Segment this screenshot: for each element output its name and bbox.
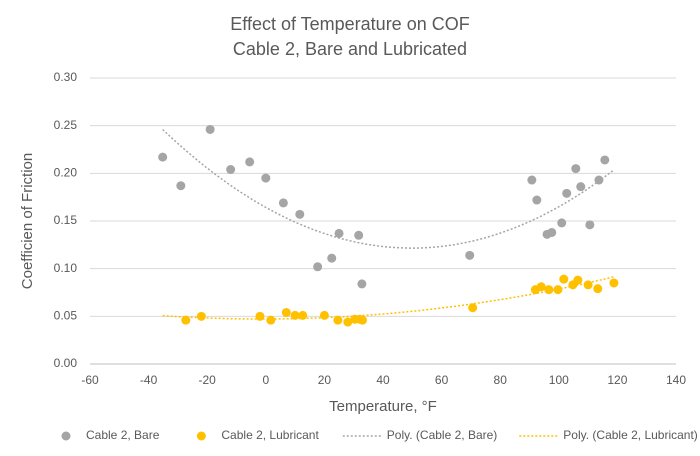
point xyxy=(354,230,364,240)
point xyxy=(343,317,353,327)
point xyxy=(532,195,542,205)
point xyxy=(245,157,255,167)
point xyxy=(266,315,276,325)
point xyxy=(334,228,344,238)
point xyxy=(559,274,569,284)
point xyxy=(327,253,337,263)
legend-label: Cable 2, Lubricant xyxy=(221,428,319,442)
x-tick-label: 140 xyxy=(666,373,686,387)
y-tick-label: 0.00 xyxy=(54,356,78,370)
point xyxy=(290,310,300,320)
point xyxy=(357,315,367,325)
point xyxy=(600,155,610,165)
x-tick-label: 120 xyxy=(607,373,627,387)
point xyxy=(181,315,191,325)
y-tick-label: 0.30 xyxy=(54,70,78,84)
x-tick-label: 80 xyxy=(494,373,508,387)
point xyxy=(205,124,215,134)
point xyxy=(544,285,554,295)
point xyxy=(278,198,288,208)
legend-label: Poly. (Cable 2, Bare) xyxy=(387,428,498,442)
point xyxy=(553,285,563,295)
chart-subtitle: Cable 2, Bare and Lubricated xyxy=(233,39,467,59)
x-tick-label: 20 xyxy=(318,373,332,387)
x-tick-label: 100 xyxy=(549,373,569,387)
point xyxy=(298,310,308,320)
x-tick-label: 40 xyxy=(376,373,390,387)
legend-marker xyxy=(196,431,206,441)
chart-title: Effect of Temperature on COF xyxy=(230,14,469,34)
x-tick-label: -60 xyxy=(81,373,99,387)
point xyxy=(357,279,367,289)
point xyxy=(583,280,593,290)
y-tick-label: 0.15 xyxy=(54,213,78,227)
point xyxy=(576,182,586,192)
point xyxy=(465,250,475,260)
point xyxy=(593,284,603,294)
point xyxy=(585,220,595,230)
legend-label: Cable 2, Bare xyxy=(86,428,160,442)
point xyxy=(573,275,583,285)
point xyxy=(313,262,323,272)
point xyxy=(557,218,567,228)
point xyxy=(609,278,619,288)
legend-label: Poly. (Cable 2, Lubricant) xyxy=(563,428,698,442)
point xyxy=(319,310,329,320)
x-tick-label: -40 xyxy=(140,373,158,387)
point xyxy=(468,303,478,313)
trendline xyxy=(162,128,615,249)
point xyxy=(594,175,604,185)
trendline xyxy=(162,276,615,320)
y-tick-label: 0.05 xyxy=(54,309,78,323)
point xyxy=(536,282,546,292)
legend-marker xyxy=(61,431,71,441)
point xyxy=(547,227,557,237)
point xyxy=(562,188,572,198)
x-axis-title: Temperature, °F xyxy=(329,398,437,415)
x-tick-label: 60 xyxy=(435,373,449,387)
y-tick-label: 0.10 xyxy=(54,261,78,275)
y-tick-label: 0.20 xyxy=(54,166,78,180)
point xyxy=(261,173,271,183)
point xyxy=(196,311,206,321)
point xyxy=(176,181,186,191)
x-tick-label: 0 xyxy=(262,373,269,387)
point xyxy=(295,209,305,219)
point xyxy=(281,308,291,318)
point xyxy=(527,175,537,185)
point xyxy=(255,311,265,321)
y-tick-label: 0.25 xyxy=(54,118,78,132)
x-tick-label: -20 xyxy=(199,373,217,387)
y-axis-title: Coefficien of Friction xyxy=(19,153,36,289)
point xyxy=(226,165,236,175)
point xyxy=(333,315,343,325)
point xyxy=(158,152,168,162)
point xyxy=(571,164,581,174)
